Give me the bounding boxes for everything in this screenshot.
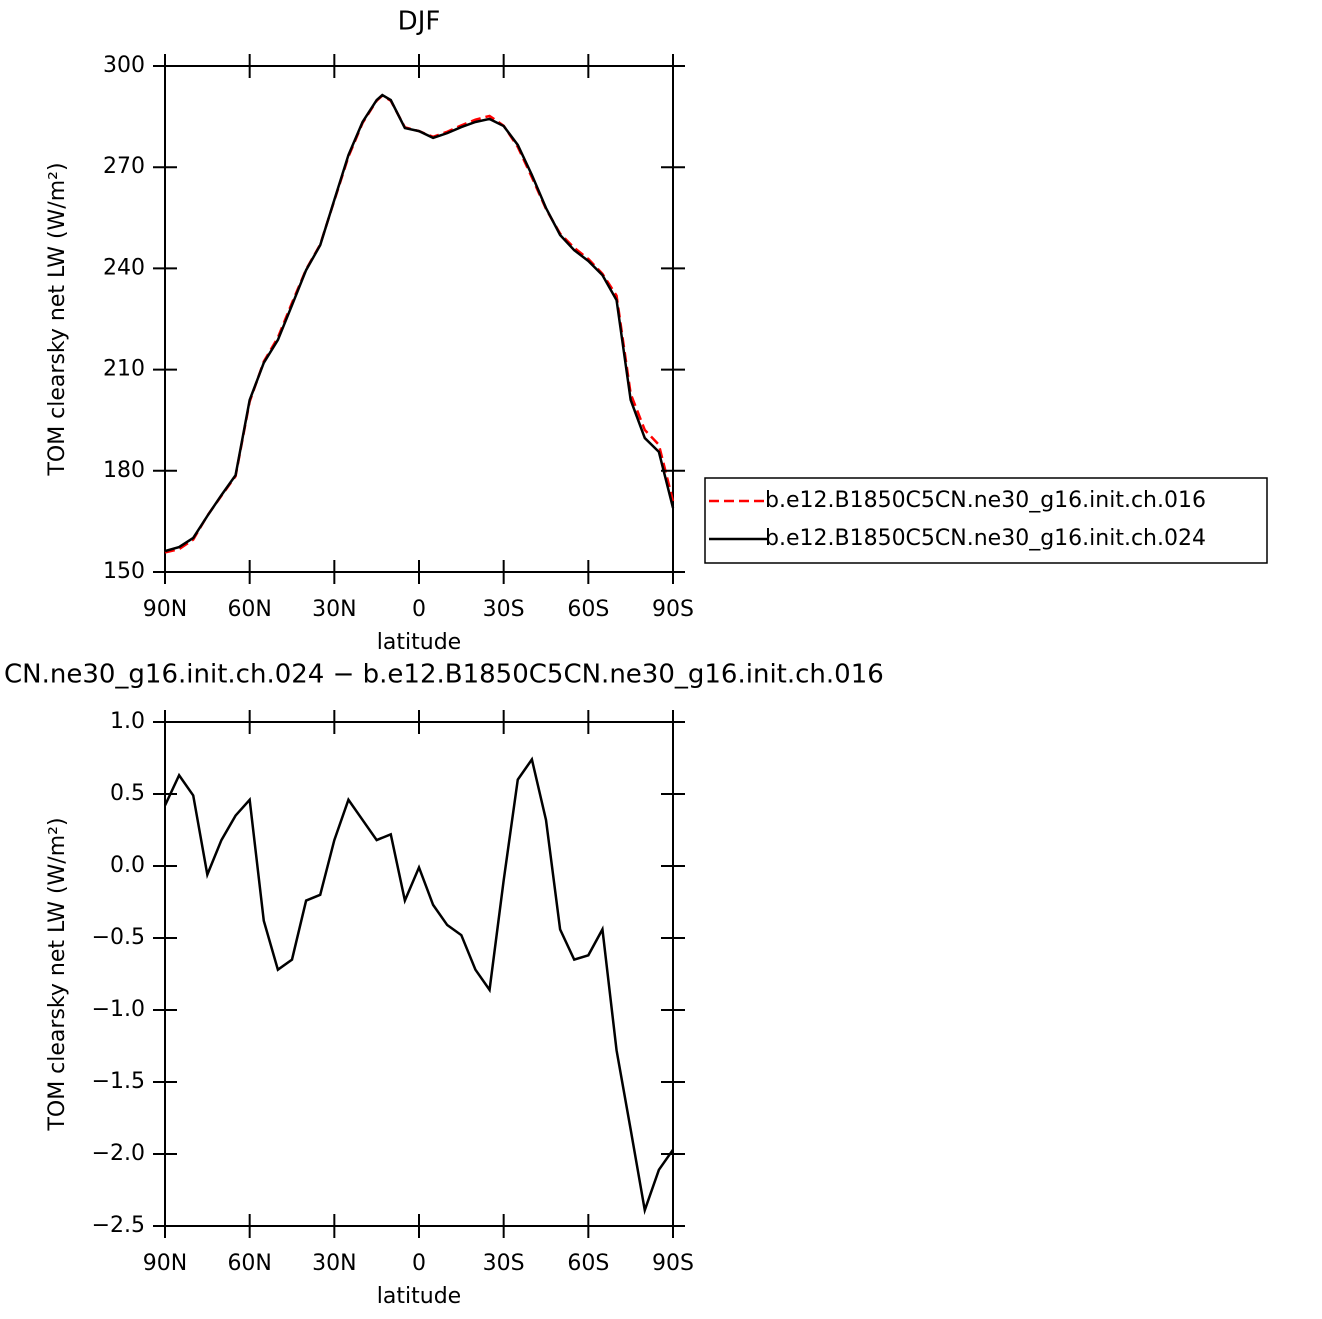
chart-title: DJF xyxy=(398,7,441,37)
x-tick-label: 90S xyxy=(652,597,694,622)
x-tick-label: 60S xyxy=(567,1251,609,1276)
x-tick-label: 90N xyxy=(143,1251,187,1276)
x-axis-label: latitude xyxy=(377,630,461,655)
y-tick-label: 1.0 xyxy=(110,709,145,734)
legend-label: b.e12.B1850C5CN.ne30_g16.init.ch.024 xyxy=(765,526,1206,551)
y-tick-label: 240 xyxy=(103,255,145,280)
data-line xyxy=(163,756,675,1216)
y-tick-label: −0.5 xyxy=(92,925,145,950)
x-tick-label: 60S xyxy=(567,597,609,622)
x-tick-label: 30N xyxy=(312,1251,356,1276)
y-tick-label: −1.0 xyxy=(92,997,145,1022)
x-tick-label: 0 xyxy=(412,1251,426,1276)
data-line xyxy=(164,93,675,553)
y-axis-label: TOM clearsky net LW (W/m²) xyxy=(45,817,70,1131)
y-tick-label: 210 xyxy=(103,357,145,382)
legend-box xyxy=(704,477,1268,564)
x-tick-label: 30S xyxy=(483,597,525,622)
y-tick-label: −2.0 xyxy=(92,1141,145,1166)
data-line xyxy=(164,94,675,554)
plot-frame xyxy=(164,65,674,573)
y-tick-label: 150 xyxy=(103,559,145,584)
y-tick-label: 180 xyxy=(103,458,145,483)
y-tick-label: 0.0 xyxy=(110,853,145,878)
chart-title: CN.ne30_g16.init.ch.024 − b.e12.B1850C5C… xyxy=(4,660,884,690)
x-tick-label: 60N xyxy=(227,1251,271,1276)
y-tick-label: −1.5 xyxy=(92,1069,145,1094)
y-tick-label: −2.5 xyxy=(92,1213,145,1238)
x-tick-label: 30S xyxy=(483,1251,525,1276)
legend-label: b.e12.B1850C5CN.ne30_g16.init.ch.016 xyxy=(765,488,1206,513)
plot-frame xyxy=(164,721,674,1227)
y-tick-label: 270 xyxy=(103,154,145,179)
y-tick-label: 0.5 xyxy=(110,781,145,806)
x-axis-label: latitude xyxy=(377,1284,461,1309)
x-tick-label: 90N xyxy=(143,597,187,622)
y-axis-label: TOM clearsky net LW (W/m²) xyxy=(45,162,70,476)
x-tick-label: 30N xyxy=(312,597,356,622)
y-tick-label: 300 xyxy=(103,53,145,78)
x-tick-label: 60N xyxy=(227,597,271,622)
x-tick-label: 0 xyxy=(412,597,426,622)
x-tick-label: 90S xyxy=(652,1251,694,1276)
